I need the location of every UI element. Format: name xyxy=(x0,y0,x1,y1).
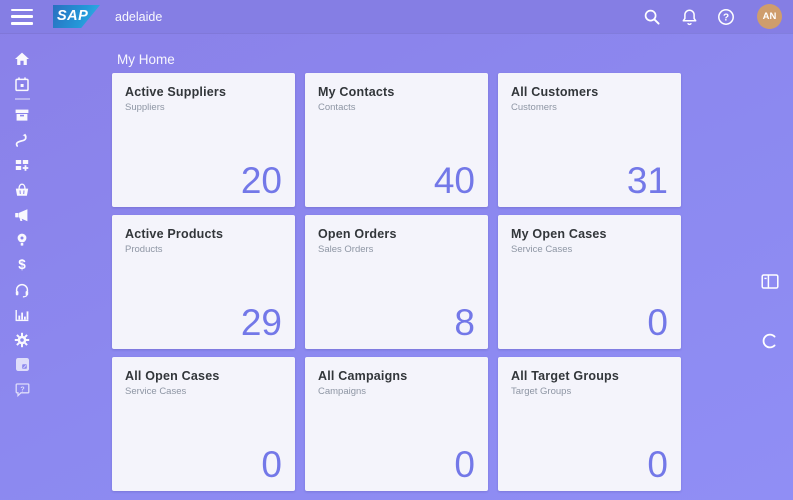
bell-icon[interactable] xyxy=(679,7,699,27)
tile-title: All Customers xyxy=(511,85,599,99)
blocks-plus-icon[interactable] xyxy=(0,152,44,177)
tile-subtitle: Products xyxy=(125,244,163,255)
sap-logo: SAP xyxy=(53,5,100,28)
tile-all-open-cases[interactable]: All Open Cases Service Cases 0 xyxy=(112,357,295,491)
tile-subtitle: Service Cases xyxy=(125,386,187,397)
tile-subtitle: Campaigns xyxy=(318,386,367,397)
basket-icon[interactable] xyxy=(0,177,44,202)
left-nav: $ xyxy=(0,33,44,500)
tile-all-target-groups[interactable]: All Target Groups Target Groups 0 xyxy=(498,357,681,491)
tile-value: 29 xyxy=(240,302,282,344)
megaphone-icon[interactable] xyxy=(0,202,44,227)
dollar-icon[interactable]: $ xyxy=(0,252,44,277)
tile-grid: Active Suppliers Suppliers 20 My Contact… xyxy=(112,73,681,491)
tile-value: 31 xyxy=(626,160,668,202)
tile-value: 40 xyxy=(433,160,475,202)
tile-subtitle: Contacts xyxy=(318,102,356,113)
archive-box-icon[interactable] xyxy=(0,102,44,127)
tile-title: Open Orders xyxy=(318,227,397,241)
tile-title: All Target Groups xyxy=(511,369,620,383)
dollar-glyph: $ xyxy=(18,256,26,272)
tile-value: 0 xyxy=(261,444,282,486)
question-bubble-icon[interactable]: ? xyxy=(0,377,44,402)
menu-icon[interactable] xyxy=(11,8,33,25)
calendar-icon[interactable] xyxy=(0,71,44,96)
tile-title: Active Suppliers xyxy=(125,85,227,99)
tenant-name: adelaide xyxy=(115,9,163,24)
tile-my-contacts[interactable]: My Contacts Contacts 40 xyxy=(305,73,488,207)
tile-value: 0 xyxy=(647,302,668,344)
sap-logo-text: SAP xyxy=(57,8,89,25)
tile-title: My Contacts xyxy=(318,85,395,99)
avatar-initials: AN xyxy=(762,11,777,22)
help-icon[interactable]: ? xyxy=(716,7,736,27)
tile-value: 8 xyxy=(454,302,475,344)
search-icon[interactable] xyxy=(642,7,662,27)
tile-active-products[interactable]: Active Products Products 29 xyxy=(112,215,295,349)
tile-subtitle: Suppliers xyxy=(125,102,165,113)
tile-title: Active Products xyxy=(125,227,224,241)
bubble-question-glyph: ? xyxy=(20,386,24,393)
home-icon[interactable] xyxy=(0,46,44,71)
tile-subtitle: Service Cases xyxy=(511,244,573,255)
tile-value: 20 xyxy=(240,160,282,202)
tile-subtitle: Customers xyxy=(511,102,557,113)
pin-icon[interactable] xyxy=(0,227,44,252)
avatar[interactable]: AN xyxy=(757,4,782,29)
tile-value: 0 xyxy=(454,444,475,486)
nav-divider xyxy=(14,96,30,102)
route-icon[interactable] xyxy=(0,127,44,152)
right-rail xyxy=(760,271,780,351)
tile-subtitle: Sales Orders xyxy=(318,244,374,255)
tile-title: All Campaigns xyxy=(318,369,408,383)
tile-title: All Open Cases xyxy=(125,369,220,383)
refresh-icon[interactable] xyxy=(760,331,780,351)
tile-all-campaigns[interactable]: All Campaigns Campaigns 0 xyxy=(305,357,488,491)
feedback-icon[interactable] xyxy=(0,352,44,377)
tile-subtitle: Target Groups xyxy=(511,386,572,397)
tile-title: My Open Cases xyxy=(511,227,607,241)
help-question-glyph: ? xyxy=(723,12,729,23)
bar-chart-icon[interactable] xyxy=(0,302,44,327)
top-bar: SAP adelaide ? xyxy=(0,0,793,33)
tile-open-orders[interactable]: Open Orders Sales Orders 8 xyxy=(305,215,488,349)
tile-my-open-cases[interactable]: My Open Cases Service Cases 0 xyxy=(498,215,681,349)
gear-icon[interactable] xyxy=(0,327,44,352)
tile-active-suppliers[interactable]: Active Suppliers Suppliers 20 xyxy=(112,73,295,207)
page-title: My Home xyxy=(117,52,175,67)
headset-icon[interactable] xyxy=(0,277,44,302)
tile-value: 0 xyxy=(647,444,668,486)
tile-all-customers[interactable]: All Customers Customers 31 xyxy=(498,73,681,207)
layout-panel-icon[interactable] xyxy=(760,271,780,291)
